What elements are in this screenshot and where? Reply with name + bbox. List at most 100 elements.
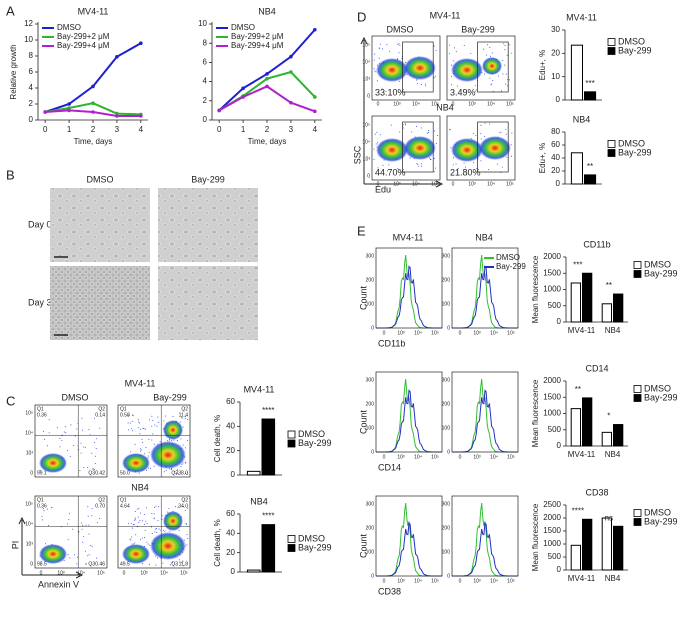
event-dot bbox=[472, 161, 474, 163]
event-dot bbox=[65, 432, 67, 434]
legend-label: DMSO bbox=[231, 23, 255, 32]
event-dot bbox=[428, 131, 430, 133]
event-dot bbox=[87, 467, 89, 469]
event-dot bbox=[163, 420, 165, 422]
event-dot bbox=[143, 453, 145, 455]
event-dot bbox=[151, 425, 153, 427]
event-dot bbox=[505, 83, 507, 85]
legend-swatch bbox=[633, 509, 642, 517]
event-dot bbox=[378, 57, 380, 59]
event-dot bbox=[182, 444, 184, 446]
event-dot bbox=[390, 124, 392, 126]
gate bbox=[477, 41, 509, 93]
event-dot bbox=[373, 159, 375, 161]
event-dot bbox=[138, 472, 140, 474]
event-dot bbox=[457, 85, 459, 87]
event-dot bbox=[155, 528, 157, 530]
x-tick-label: NB4 bbox=[605, 574, 621, 583]
flow-title: MV4-11 bbox=[125, 378, 156, 388]
event-dot bbox=[87, 515, 89, 517]
y-tick-label: 20 bbox=[226, 548, 235, 557]
point bbox=[289, 100, 293, 105]
event-dot bbox=[153, 513, 155, 515]
event-dot bbox=[480, 124, 482, 126]
significance: ns bbox=[605, 513, 613, 522]
event-dot bbox=[399, 131, 401, 133]
event-dot bbox=[83, 467, 85, 469]
y-tick-label: 0 bbox=[557, 441, 562, 450]
bar bbox=[584, 91, 597, 101]
axis-tick-label: 10⁵ bbox=[362, 122, 370, 128]
event-dot bbox=[146, 522, 148, 524]
event-dot bbox=[377, 142, 379, 144]
quadrant-name: Q2 bbox=[98, 497, 105, 503]
legend-swatch bbox=[607, 140, 616, 148]
x-tick-label: 2 bbox=[265, 125, 270, 134]
event-dot bbox=[435, 50, 437, 52]
event-dot bbox=[99, 517, 101, 519]
condition-label: Bay-299 bbox=[153, 392, 187, 402]
axis-tick-label: 0 bbox=[367, 93, 370, 99]
bar bbox=[570, 152, 584, 185]
event-dot bbox=[171, 439, 173, 441]
axis-tick-label: 10⁴ bbox=[25, 521, 33, 527]
event-dot bbox=[417, 163, 419, 165]
series-line bbox=[218, 85, 316, 113]
density-blob bbox=[39, 544, 67, 564]
y-tick-label: 500 bbox=[548, 425, 562, 434]
event-dot bbox=[433, 171, 435, 173]
event-dot bbox=[44, 438, 46, 440]
event-dot bbox=[501, 90, 503, 92]
y-tick-label: 300 bbox=[366, 501, 375, 507]
event-dot bbox=[43, 430, 45, 432]
event-dot bbox=[149, 468, 151, 470]
event-dot bbox=[399, 44, 401, 46]
event-dot bbox=[151, 513, 153, 515]
event-dot bbox=[79, 469, 81, 471]
event-dot bbox=[143, 513, 145, 515]
y-tick-label: 300 bbox=[442, 377, 451, 383]
event-dot bbox=[134, 542, 136, 544]
bar bbox=[601, 431, 613, 447]
event-dot bbox=[398, 52, 400, 54]
density-blob bbox=[451, 58, 483, 82]
event-dot bbox=[92, 467, 94, 469]
event-dot bbox=[157, 557, 159, 559]
y-tick-label: 100 bbox=[366, 549, 375, 555]
legend-swatch bbox=[633, 261, 642, 269]
point bbox=[91, 101, 95, 105]
x-tick-label: 0 bbox=[217, 125, 222, 134]
y-tick-label: 100 bbox=[366, 425, 375, 431]
event-dot bbox=[59, 446, 61, 448]
event-dot bbox=[473, 133, 475, 135]
event-dot bbox=[463, 162, 465, 164]
axis-tick-label: 10³ bbox=[393, 101, 401, 107]
event-dot bbox=[128, 429, 130, 431]
legend-swatch bbox=[633, 394, 642, 402]
event-dot bbox=[500, 131, 502, 133]
y-axis-label: Mean fluorescence bbox=[531, 255, 540, 323]
event-dot bbox=[80, 452, 82, 454]
event-dot bbox=[165, 469, 167, 471]
event-dot bbox=[451, 64, 453, 66]
axis-tick-label: 10³ bbox=[363, 76, 371, 82]
event-dot bbox=[373, 148, 375, 150]
legend-swatch bbox=[287, 430, 296, 439]
event-dot bbox=[183, 565, 185, 567]
event-dot bbox=[145, 507, 147, 509]
plot-frame bbox=[371, 115, 441, 181]
bar bbox=[613, 293, 624, 323]
panel-label: A bbox=[6, 3, 15, 18]
event-dot bbox=[162, 562, 164, 564]
legend-label: DMSO bbox=[644, 383, 671, 393]
quadrant-value: 0.36 bbox=[37, 412, 47, 418]
x-tick-label: 2 bbox=[91, 125, 96, 134]
event-dot bbox=[185, 522, 187, 524]
point bbox=[67, 102, 71, 106]
event-dot bbox=[134, 443, 136, 445]
y-tick-label: 40 bbox=[226, 528, 235, 537]
y-tick-label: 2 bbox=[29, 99, 34, 108]
bar bbox=[261, 418, 276, 476]
density-blob bbox=[122, 544, 150, 564]
